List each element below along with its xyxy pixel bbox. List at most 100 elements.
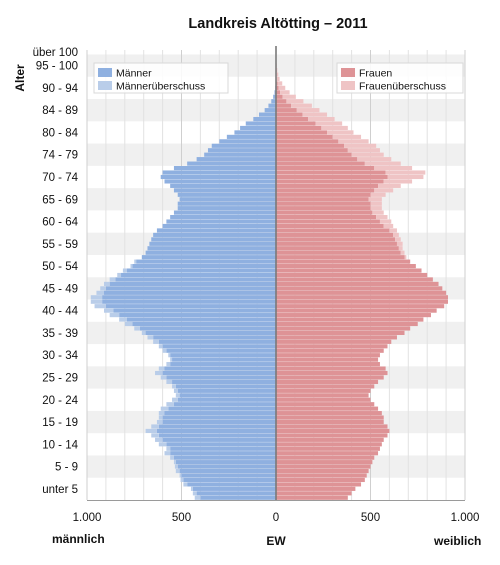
bar-female bbox=[276, 224, 384, 228]
bar-female bbox=[276, 184, 378, 188]
bar-female bbox=[276, 139, 338, 143]
bar-female bbox=[276, 233, 393, 237]
bar-male bbox=[102, 295, 276, 299]
bar-male-surplus bbox=[176, 393, 180, 397]
bar-female bbox=[276, 264, 416, 268]
bar-male bbox=[187, 162, 276, 166]
legend-label: Frauen bbox=[359, 68, 392, 80]
bar-female bbox=[276, 286, 442, 290]
x-label-center: EW bbox=[266, 534, 286, 548]
bar-male bbox=[163, 224, 276, 228]
age-tick-label: 74 - 79 bbox=[42, 150, 78, 162]
age-tick-label: 70 - 74 bbox=[42, 172, 78, 184]
bar-male bbox=[176, 384, 276, 388]
bar-male-surplus bbox=[183, 482, 187, 486]
bar-male-surplus bbox=[151, 424, 159, 428]
bar-male bbox=[182, 473, 277, 477]
bar-male-surplus bbox=[168, 353, 170, 357]
bar-female bbox=[276, 460, 372, 464]
bar-female-surplus bbox=[369, 197, 382, 201]
bar-female-surplus bbox=[357, 157, 391, 161]
bar-female bbox=[276, 170, 386, 174]
bar-female bbox=[276, 456, 374, 460]
age-tick-label: 50 - 54 bbox=[42, 261, 78, 273]
bar-male bbox=[136, 260, 276, 264]
bar-male bbox=[113, 309, 276, 313]
bar-female bbox=[276, 389, 371, 393]
bar-male-surplus bbox=[147, 335, 153, 339]
bar-female bbox=[276, 442, 382, 446]
bar-male bbox=[146, 251, 276, 255]
bar-female bbox=[276, 153, 352, 157]
bar-male bbox=[259, 113, 276, 117]
legend-swatch bbox=[341, 81, 355, 90]
bar-female bbox=[276, 429, 389, 433]
bar-male-surplus bbox=[174, 460, 176, 464]
bar-male-surplus bbox=[159, 411, 165, 415]
bar-male bbox=[163, 438, 276, 442]
age-tick-label: 10 - 14 bbox=[42, 439, 78, 451]
bar-female bbox=[276, 193, 371, 197]
age-tick-label: 80 - 84 bbox=[42, 127, 78, 139]
age-tick-label: unter 5 bbox=[42, 484, 78, 496]
bar-male bbox=[153, 335, 276, 339]
age-tick-label: über 100 bbox=[33, 47, 78, 59]
bar-female-surplus bbox=[278, 81, 283, 85]
bar-female bbox=[276, 358, 378, 362]
bar-female bbox=[276, 126, 321, 130]
bar-male bbox=[166, 349, 276, 353]
bar-female bbox=[276, 447, 380, 451]
bar-female bbox=[276, 335, 397, 339]
bar-female-surplus bbox=[395, 237, 401, 241]
bar-male bbox=[159, 340, 276, 344]
bar-male bbox=[102, 300, 276, 304]
bar-male bbox=[176, 460, 276, 464]
bar-male bbox=[174, 211, 276, 215]
bar-female-surplus bbox=[388, 175, 424, 179]
bar-female bbox=[276, 411, 382, 415]
bar-male-surplus bbox=[175, 465, 178, 469]
bar-female-surplus bbox=[279, 86, 286, 90]
bar-female-surplus bbox=[286, 99, 303, 103]
bar-female-surplus bbox=[344, 144, 376, 148]
bar-male bbox=[127, 268, 276, 272]
bar-male bbox=[178, 206, 276, 210]
bar-male bbox=[132, 264, 276, 268]
bar-male bbox=[174, 166, 276, 170]
bar-female bbox=[276, 268, 422, 272]
bar-male bbox=[166, 375, 276, 379]
bar-male bbox=[178, 389, 276, 393]
bar-female bbox=[276, 148, 348, 152]
bar-male-surplus bbox=[170, 456, 174, 460]
bar-male bbox=[212, 144, 276, 148]
bar-female bbox=[276, 304, 444, 308]
bar-male bbox=[140, 326, 276, 330]
bar-male bbox=[200, 496, 276, 500]
bar-male-surplus bbox=[174, 389, 178, 393]
age-tick-label: 90 - 94 bbox=[42, 83, 78, 95]
bar-male-surplus bbox=[151, 433, 159, 437]
bar-male bbox=[142, 255, 276, 259]
legend-swatch bbox=[98, 81, 112, 90]
bar-male bbox=[106, 286, 276, 290]
chart-title: Landkreis Altötting – 2011 bbox=[188, 16, 367, 32]
bar-male bbox=[151, 237, 276, 241]
bar-female-surplus bbox=[327, 130, 353, 134]
bar-male-surplus bbox=[159, 344, 163, 348]
bar-male-surplus bbox=[193, 491, 197, 495]
bar-female bbox=[276, 415, 384, 419]
bar-female bbox=[276, 349, 384, 353]
bar-male bbox=[178, 202, 276, 206]
bar-male bbox=[193, 487, 276, 491]
bar-female bbox=[276, 300, 448, 304]
bar-female-surplus bbox=[397, 242, 403, 246]
bar-male-surplus bbox=[91, 295, 102, 299]
bar-male bbox=[246, 121, 276, 125]
bar-female bbox=[276, 496, 348, 500]
bar-male bbox=[180, 469, 276, 473]
bar-male-surplus bbox=[91, 300, 102, 304]
bar-female bbox=[276, 326, 410, 330]
bar-female bbox=[276, 255, 405, 259]
bar-female bbox=[276, 473, 367, 477]
x-label-female: weiblich bbox=[433, 534, 481, 548]
